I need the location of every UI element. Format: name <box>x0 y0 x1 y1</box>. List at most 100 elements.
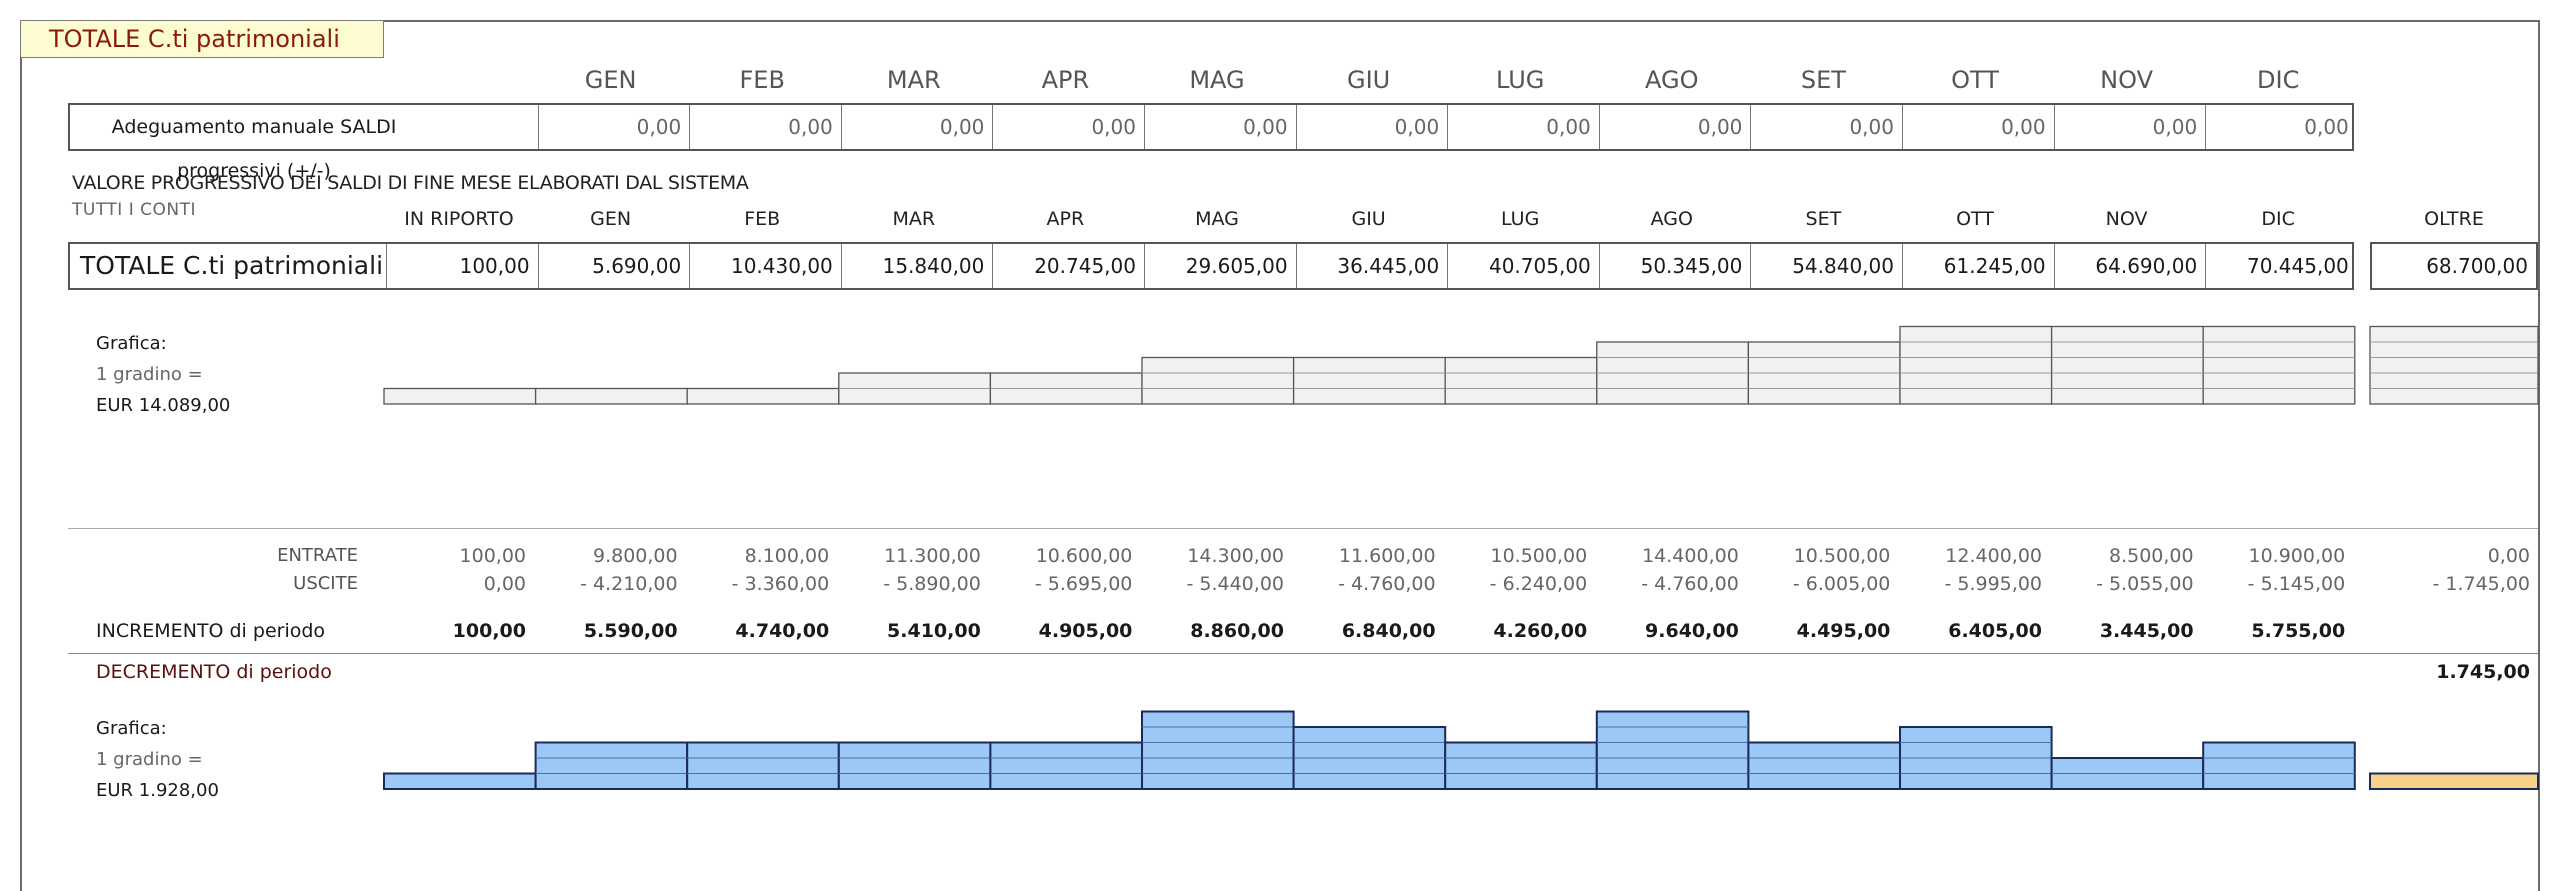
month-header-gen: GEN <box>584 66 637 94</box>
adjust-cell-mag: 0,00 <box>1144 105 1296 149</box>
graph1-step-7 <box>1444 356 1598 405</box>
incremento-value-1: 5.590,00 <box>583 620 678 642</box>
column-header-mar: MAR <box>892 208 936 230</box>
incremento-value-6: 6.840,00 <box>1341 620 1436 642</box>
graph2-step-12 <box>2202 741 2356 790</box>
month-header-dic: DIC <box>2257 66 2300 94</box>
uscite-value-3: - 5.890,00 <box>883 573 981 595</box>
adjust-cell-mar: 0,00 <box>840 105 993 149</box>
incremento-value-9: 4.495,00 <box>1796 620 1891 642</box>
section-subtitle: TUTTI I CONTI <box>72 200 196 220</box>
column-header-ott: OTT <box>1956 208 1994 230</box>
graph1-step-10 <box>1899 325 2053 405</box>
column-header-apr: APR <box>1046 208 1085 230</box>
graph2-step-oltre <box>2369 772 2539 790</box>
graph2-step-label: 1 gradino = <box>96 749 203 770</box>
incremento-value-4: 4.905,00 <box>1038 620 1133 642</box>
graph1-step-label: 1 gradino = <box>96 364 203 385</box>
graph2-step-2 <box>686 741 840 790</box>
totale-label: TOTALE C.ti patrimoniali <box>80 251 384 280</box>
graph1-step-value: EUR 14.089,00 <box>96 395 231 416</box>
graph1-step-5 <box>1141 356 1295 405</box>
uscite-value-4: - 5.695,00 <box>1034 573 1133 595</box>
graph1-step-2 <box>686 387 840 405</box>
entrate-value-12: 10.900,00 <box>2248 545 2346 567</box>
graph1-step-6 <box>1292 356 1446 405</box>
month-header-lug: LUG <box>1496 66 1545 94</box>
incremento-value-5: 8.860,00 <box>1190 620 1284 642</box>
uscite-value-2: - 3.360,00 <box>731 573 830 595</box>
totale-cell-10: 61.245,00 <box>1902 244 2054 288</box>
sheet-frame-left <box>20 20 22 891</box>
column-header-dic: DIC <box>2261 208 2295 230</box>
incremento-value-7: 4.260,00 <box>1493 620 1588 642</box>
entrate-value-11: 8.500,00 <box>2108 545 2194 567</box>
graph2-steps <box>383 710 2539 790</box>
adjust-cell-set: 0,00 <box>1750 105 1902 149</box>
sheet-frame-top <box>20 20 2540 22</box>
month-header-set: SET <box>1800 66 1846 94</box>
entrate-value-5: 14.300,00 <box>1187 545 1284 567</box>
uscite-oltre-value: - 1.745,00 <box>2432 573 2530 595</box>
column-header-gen: GEN <box>590 208 632 230</box>
column-header-in-riporto: IN RIPORTO <box>404 208 514 230</box>
totale-cell-12: 70.445,00 <box>2205 244 2357 288</box>
month-header-mag: MAG <box>1189 66 1245 94</box>
uscite-value-8: - 4.760,00 <box>1641 573 1739 595</box>
adjust-cell-apr: 0,00 <box>992 105 1144 149</box>
adjust-cell-ott: 0,00 <box>1902 105 2054 149</box>
month-header-mar: MAR <box>886 66 941 94</box>
graph2-step-4 <box>989 741 1144 790</box>
totale-cell-11: 64.690,00 <box>2053 244 2206 288</box>
column-header-set: SET <box>1805 208 1842 230</box>
adjust-row: Adeguamento manuale SALDI progressivi (+… <box>68 103 2357 182</box>
adjust-cell-ago: 0,00 <box>1598 105 1751 149</box>
graph1-steps <box>383 325 2539 405</box>
uscite-value-11: - 5.055,00 <box>2096 573 2194 595</box>
adjust-cell-dic: 0,00 <box>2205 105 2357 149</box>
totale-row: TOTALE C.ti patrimoniali 100,00 5.690,00 1… <box>68 242 2354 290</box>
oltre-header: OLTRE <box>2424 208 2484 230</box>
graph2-step-1 <box>534 741 689 790</box>
uscite-value-9: - 6.005,00 <box>1792 573 1891 595</box>
adjust-cell-gen: 0,00 <box>537 105 690 149</box>
entrate-label: ENTRATE <box>277 545 358 566</box>
totale-cell-0: 100,00 <box>386 244 538 288</box>
incremento-value-3: 5.410,00 <box>887 620 981 642</box>
incremento-value-11: 3.445,00 <box>2099 620 2194 642</box>
uscite-value-1: - 4.210,00 <box>580 573 678 595</box>
uscite-value-12: - 5.145,00 <box>2247 573 2346 595</box>
totale-cell-5: 29.605,00 <box>1144 244 1296 288</box>
graph1-label: Grafica: <box>96 333 167 354</box>
incremento-value-8: 9.640,00 <box>1645 620 1739 642</box>
graph2-label: Grafica: <box>96 718 167 739</box>
uscite-value-5: - 5.440,00 <box>1186 573 1284 595</box>
uscite-label: USCITE <box>293 573 358 594</box>
section-title: VALORE PROGRESSIVO DEI SALDI DI FINE MES… <box>72 172 749 194</box>
uscite-value-6: - 4.760,00 <box>1338 573 1436 595</box>
month-header-giu: GIU <box>1346 66 1391 94</box>
month-header-feb: FEB <box>739 66 785 94</box>
totale-cell-8: 50.345,00 <box>1598 244 1751 288</box>
totale-cell-7: 40.705,00 <box>1447 244 1599 288</box>
graph1-step-oltre <box>2369 325 2539 405</box>
decremento-oltre-value: 1.745,00 <box>2436 661 2530 683</box>
adjust-cell-giu: 0,00 <box>1295 105 1448 149</box>
separator-2 <box>68 653 2538 654</box>
entrate-oltre-value: 0,00 <box>2487 545 2530 567</box>
entrate-value-2: 8.100,00 <box>744 545 830 567</box>
entrate-value-7: 10.500,00 <box>1490 545 1588 567</box>
graph2-step-value: EUR 1.928,00 <box>96 780 219 801</box>
graph1-step-11 <box>2050 325 2204 405</box>
graph2-step-7 <box>1444 741 1598 790</box>
graph2-step-8 <box>1595 710 1750 790</box>
column-header-ago: AGO <box>1650 208 1693 230</box>
entrate-value-3: 11.300,00 <box>884 545 981 567</box>
entrate-value-9: 10.500,00 <box>1793 545 1891 567</box>
totale-cell-2: 10.430,00 <box>689 244 841 288</box>
entrate-value-8: 14.400,00 <box>1642 545 1739 567</box>
separator-1 <box>68 528 2538 529</box>
month-header-ott: OTT <box>1951 66 1999 94</box>
totale-cell-3: 15.840,00 <box>840 244 993 288</box>
totale-cell-4: 20.745,00 <box>992 244 1144 288</box>
